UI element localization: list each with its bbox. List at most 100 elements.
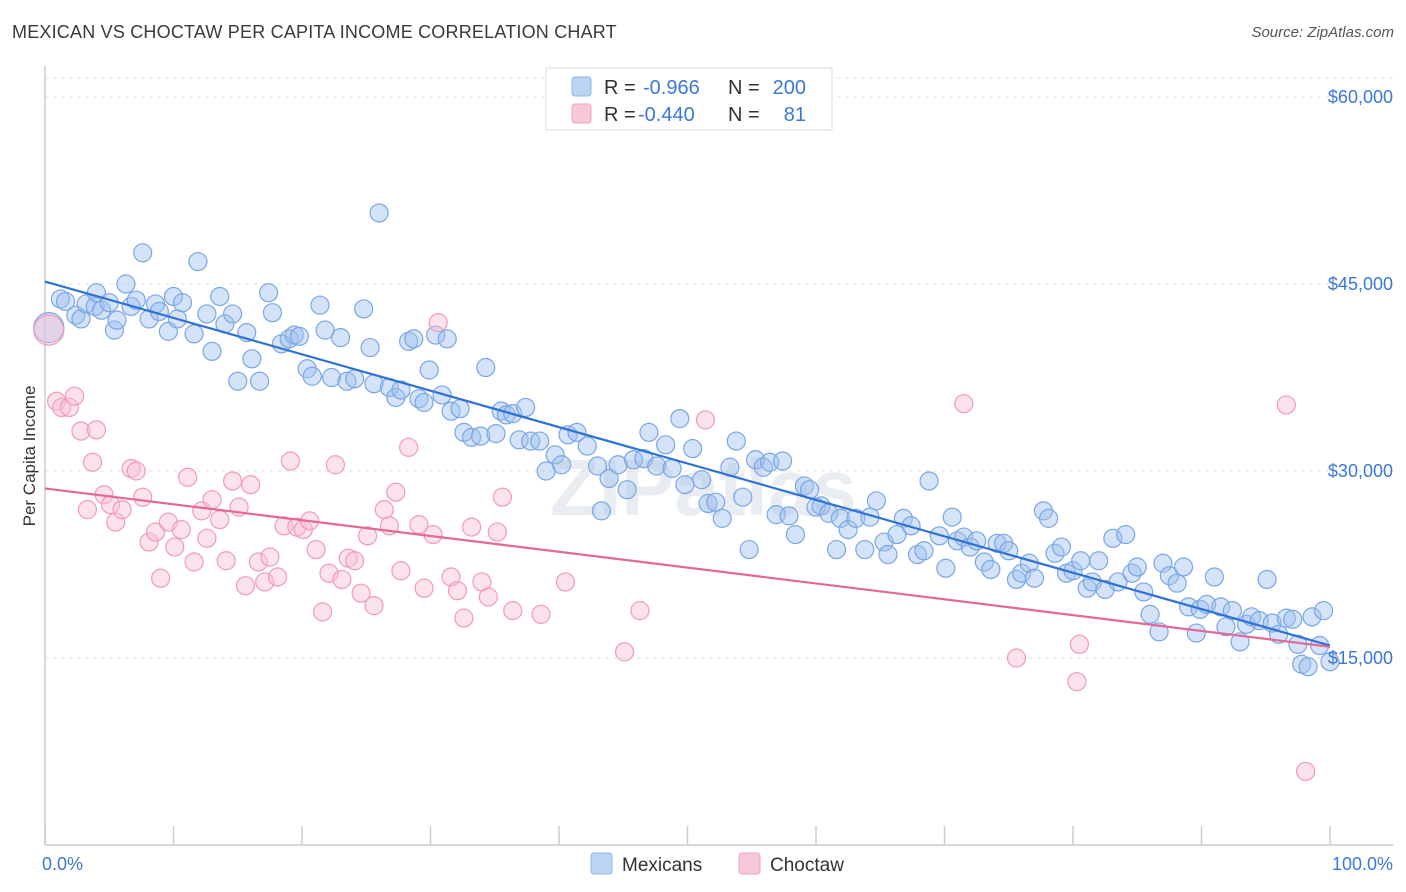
- y-tick-label: $60,000: [1328, 87, 1393, 107]
- data-point-mexicans: [99, 293, 119, 313]
- data-point-mexicans: [591, 501, 612, 521]
- legend-n-value: 81: [784, 104, 806, 126]
- data-point-mexicans: [330, 328, 351, 348]
- data-point-mexicans: [577, 436, 597, 456]
- data-point-mexicans: [133, 243, 153, 263]
- data-point-mexicans: [1140, 604, 1160, 624]
- data-point-mexicans: [471, 426, 491, 446]
- data-point-mexicans: [55, 291, 76, 312]
- data-point-mexicans: [486, 424, 506, 444]
- data-point-mexicans: [942, 507, 962, 527]
- data-point-choctaw: [428, 313, 448, 333]
- data-point-choctaw: [954, 394, 974, 414]
- legend-n-value: 200: [773, 77, 806, 99]
- data-point-mexicans: [289, 326, 310, 346]
- data-point-choctaw: [223, 471, 243, 491]
- data-point-choctaw: [695, 410, 716, 430]
- data-point-mexicans: [1283, 609, 1303, 629]
- data-point-mexicans: [981, 559, 1001, 580]
- data-point-mexicans: [1222, 601, 1242, 621]
- data-point-choctaw: [216, 551, 236, 571]
- data-point-mexicans: [830, 508, 851, 528]
- data-point-mexicans: [878, 544, 898, 565]
- data-point-mexicans: [846, 508, 866, 528]
- data-point-choctaw: [202, 490, 222, 510]
- data-point-mexicans: [670, 409, 690, 429]
- data-point-mexicans: [249, 371, 270, 391]
- data-point-mexicans: [530, 431, 550, 451]
- data-point-mexicans: [437, 329, 457, 349]
- data-point-mexicans: [1011, 563, 1032, 583]
- data-point-mexicans: [1122, 563, 1142, 583]
- data-point-mexicans: [623, 450, 644, 470]
- data-point-mexicans: [258, 283, 279, 303]
- data-point-choctaw: [306, 539, 326, 560]
- legend-n-label: N =: [728, 104, 760, 126]
- data-point-mexicans: [315, 320, 335, 340]
- data-point-mexicans: [391, 380, 411, 400]
- data-point-choctaw: [332, 569, 352, 590]
- data-point-mexicans: [887, 524, 907, 545]
- trend-line-mexicans: [44, 280, 1331, 647]
- data-point-choctaw: [386, 482, 406, 502]
- data-point-mexicans: [1320, 652, 1340, 672]
- data-point-choctaw: [151, 568, 171, 588]
- data-point-choctaw: [312, 602, 333, 622]
- data-point-choctaw: [77, 500, 98, 520]
- data-point-mexicans: [116, 274, 136, 294]
- data-point-mexicans: [919, 471, 939, 491]
- x-tick-label: 0.0%: [42, 854, 83, 874]
- data-point-choctaw: [487, 522, 507, 542]
- data-point-choctaw: [241, 475, 261, 495]
- data-point-mexicans: [197, 304, 217, 324]
- data-point-choctaw: [171, 519, 191, 540]
- data-point-mexicans: [692, 470, 712, 490]
- data-point-mexicans: [698, 493, 718, 514]
- data-point-mexicans: [223, 304, 243, 324]
- data-point-mexicans: [617, 480, 637, 500]
- data-point-choctaw: [52, 397, 72, 418]
- data-point-mexicans: [838, 519, 858, 540]
- data-point-choctaw: [197, 528, 217, 548]
- series-choctaw: [33, 313, 1316, 782]
- data-point-mexicans: [1186, 623, 1206, 643]
- trend-lines: [44, 280, 1331, 648]
- data-point-mexicans: [967, 531, 987, 551]
- data-point-choctaw: [447, 581, 468, 601]
- data-point-mexicans: [419, 360, 439, 380]
- y-axis-label: Per Capita Income: [20, 386, 39, 527]
- data-point-mexicans: [126, 290, 146, 310]
- legend-r-value: -0.440: [638, 104, 695, 126]
- data-point-mexicans: [1313, 601, 1334, 621]
- legend-swatch-choctaw: [738, 852, 761, 875]
- data-point-mexicans: [515, 397, 536, 418]
- data-point-choctaw: [531, 604, 551, 624]
- data-point-choctaw: [364, 596, 384, 616]
- legend-swatch-choctaw: [571, 103, 592, 124]
- data-point-choctaw: [462, 517, 482, 537]
- series-legend: Mexicans Choctaw: [590, 852, 844, 876]
- data-point-mexicans: [1216, 617, 1236, 637]
- data-point-mexicans: [587, 456, 608, 476]
- data-point-mexicans: [50, 289, 71, 309]
- data-point-mexicans: [974, 552, 994, 572]
- data-point-mexicans: [345, 369, 365, 389]
- data-point-choctaw: [86, 420, 107, 440]
- data-point-mexicans: [772, 451, 793, 471]
- data-point-mexicans: [71, 309, 91, 329]
- data-point-mexicans: [1167, 573, 1187, 593]
- data-point-mexicans: [1276, 608, 1296, 628]
- data-point-choctaw: [345, 551, 365, 571]
- x-tick-label: 100.0%: [1332, 854, 1393, 874]
- data-point-mexicans: [1038, 508, 1059, 528]
- data-point-mexicans: [302, 366, 322, 386]
- data-point-mexicans: [639, 422, 659, 442]
- data-point-choctaw: [267, 567, 288, 587]
- data-point-choctaw: [248, 552, 268, 572]
- data-point-mexicans: [753, 457, 773, 477]
- data-point-mexicans: [1211, 597, 1231, 617]
- data-point-mexicans: [936, 558, 956, 578]
- data-point-choctaw: [1069, 634, 1090, 654]
- x-tick-labels: 0.0% 100.0%: [42, 854, 1393, 874]
- data-point-choctaw: [165, 537, 185, 557]
